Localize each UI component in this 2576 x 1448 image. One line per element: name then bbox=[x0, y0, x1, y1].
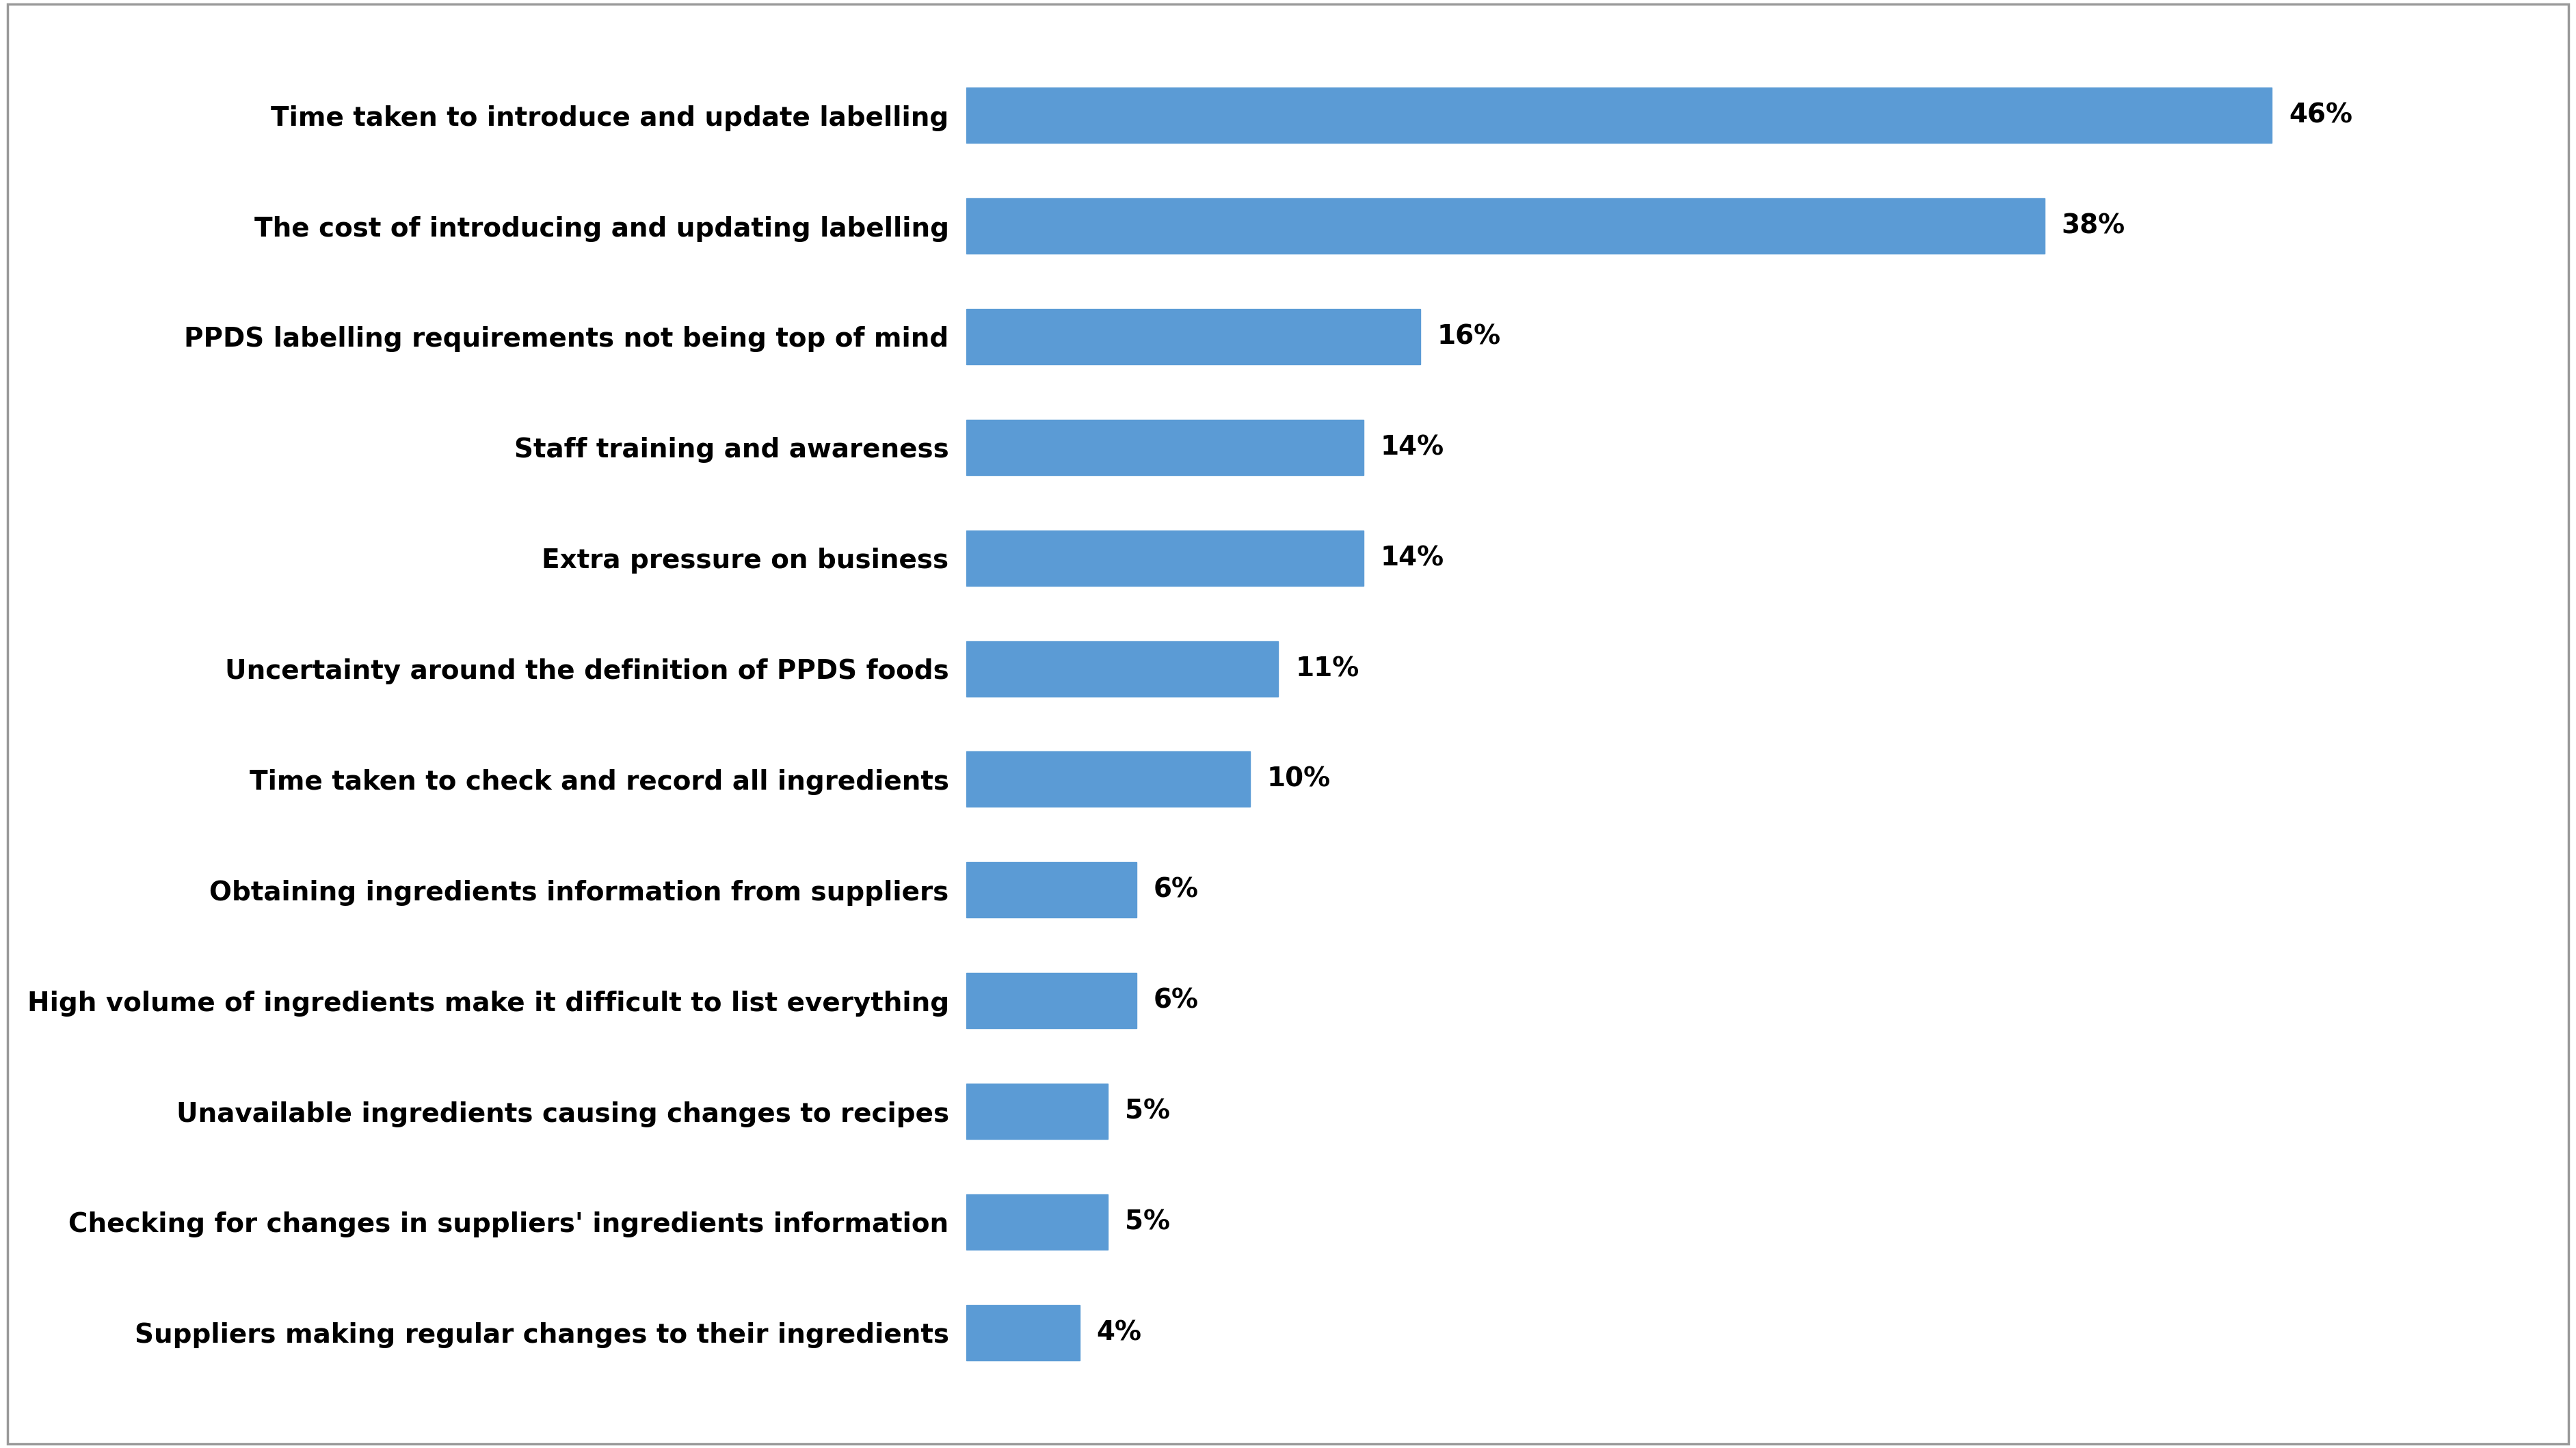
Text: 14%: 14% bbox=[1381, 544, 1445, 571]
Text: 14%: 14% bbox=[1381, 434, 1445, 460]
Bar bbox=[966, 1305, 1079, 1360]
Bar bbox=[966, 973, 1136, 1028]
Bar bbox=[966, 530, 1363, 585]
Text: 38%: 38% bbox=[2061, 213, 2125, 239]
Bar bbox=[966, 88, 2272, 143]
Text: 5%: 5% bbox=[1126, 1209, 1170, 1235]
Bar bbox=[966, 641, 1278, 696]
Text: 46%: 46% bbox=[2287, 103, 2352, 129]
Bar bbox=[966, 198, 2045, 253]
Text: 11%: 11% bbox=[1296, 656, 1360, 682]
Bar bbox=[966, 1195, 1108, 1250]
Text: 6%: 6% bbox=[1154, 988, 1198, 1014]
Text: 6%: 6% bbox=[1154, 877, 1198, 904]
Text: 16%: 16% bbox=[1437, 324, 1502, 349]
Bar bbox=[966, 420, 1363, 475]
Text: 5%: 5% bbox=[1126, 1099, 1170, 1124]
Bar bbox=[966, 308, 1419, 365]
Bar bbox=[966, 863, 1136, 918]
Bar bbox=[966, 752, 1249, 807]
Text: 10%: 10% bbox=[1267, 766, 1332, 792]
Text: 4%: 4% bbox=[1097, 1319, 1141, 1345]
Bar bbox=[966, 1083, 1108, 1140]
